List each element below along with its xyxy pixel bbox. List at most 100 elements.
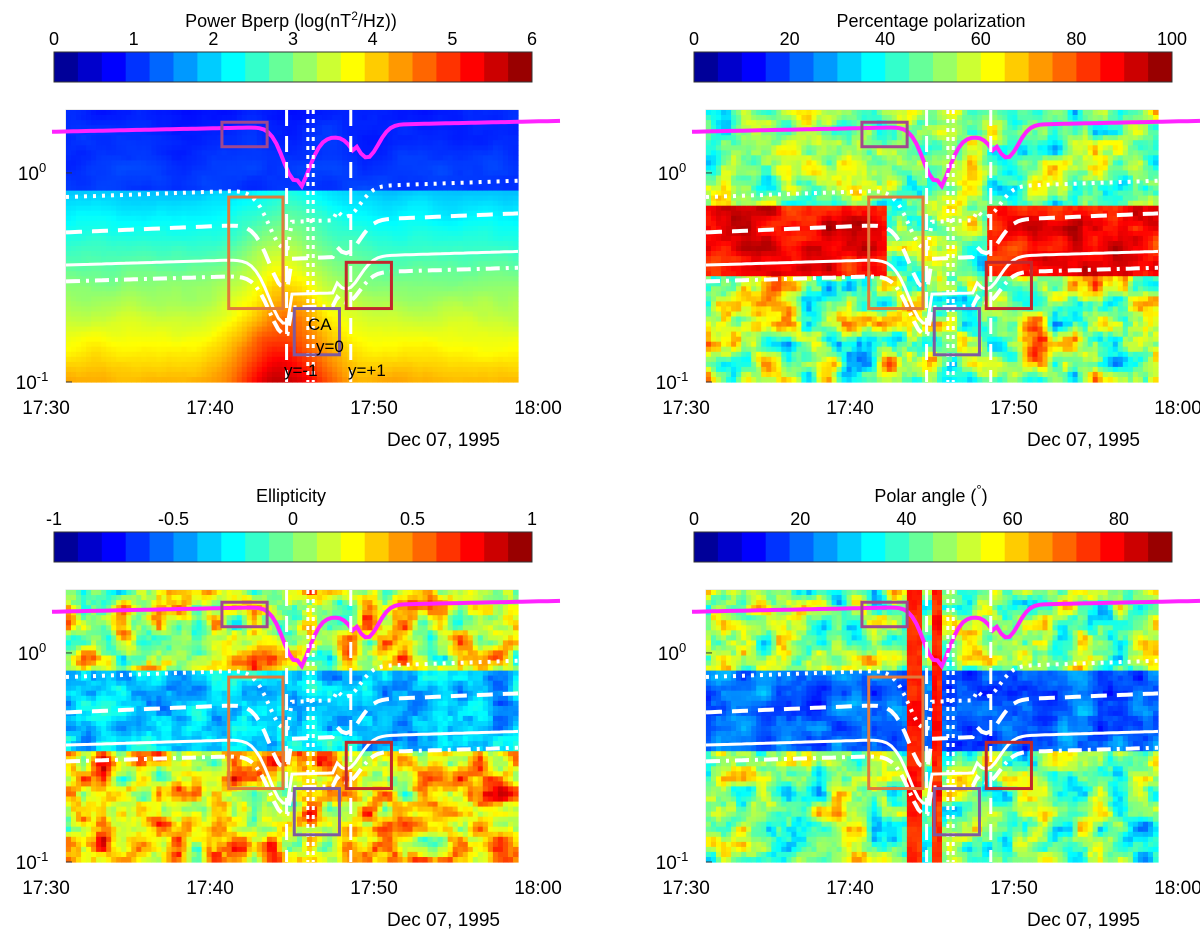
heat-cell bbox=[502, 195, 509, 202]
heat-cell bbox=[377, 235, 383, 242]
heat-cell bbox=[166, 190, 172, 197]
heat-cell bbox=[367, 311, 373, 318]
heat-cell bbox=[472, 281, 479, 287]
heat-cell bbox=[186, 286, 193, 292]
heat-cell bbox=[151, 366, 157, 373]
heat-cell bbox=[302, 246, 308, 252]
heat-cell bbox=[347, 256, 353, 262]
heat-cell bbox=[292, 145, 298, 151]
heat-cell bbox=[397, 145, 404, 151]
heat-cell bbox=[191, 326, 198, 333]
heat-cell bbox=[327, 120, 333, 126]
heat-cell bbox=[181, 210, 188, 217]
heat-cell bbox=[226, 190, 233, 197]
heat-cell bbox=[96, 185, 102, 192]
heat-cell bbox=[352, 170, 358, 176]
heat-cell bbox=[71, 165, 77, 171]
heat-cell bbox=[487, 261, 494, 267]
heat-cell bbox=[76, 155, 82, 161]
heat-cell bbox=[91, 235, 97, 242]
heat-cell bbox=[166, 296, 172, 302]
heat-cell bbox=[377, 130, 383, 136]
heat-cell bbox=[236, 110, 243, 116]
heat-cell bbox=[382, 276, 388, 282]
heat-cell bbox=[497, 246, 504, 252]
heat-cell bbox=[287, 165, 293, 171]
heat-cell bbox=[141, 256, 147, 262]
heat-cell bbox=[427, 336, 434, 343]
heat-cell bbox=[367, 230, 373, 237]
heat-cell bbox=[111, 150, 117, 156]
heat-cell bbox=[236, 361, 243, 368]
heat-cell bbox=[508, 356, 514, 363]
heat-cell bbox=[191, 366, 198, 373]
heat-cell bbox=[151, 371, 157, 378]
heat-cell bbox=[513, 281, 519, 287]
heat-cell bbox=[387, 145, 393, 151]
heat-cell bbox=[492, 190, 499, 197]
heat-cell bbox=[131, 170, 137, 176]
heat-cell bbox=[312, 185, 318, 192]
heat-cell bbox=[327, 286, 333, 292]
heat-cell bbox=[292, 377, 298, 383]
heat-cell bbox=[508, 281, 514, 287]
heat-cell bbox=[417, 170, 424, 176]
heat-cell bbox=[256, 241, 263, 247]
heat-cell bbox=[342, 336, 348, 343]
heat-cell bbox=[71, 341, 77, 348]
heat-cell bbox=[382, 256, 388, 262]
heat-cell bbox=[126, 135, 132, 141]
heat-cell bbox=[342, 125, 348, 131]
heat-cell bbox=[226, 165, 233, 171]
heat-cell bbox=[452, 346, 459, 353]
heat-cell bbox=[91, 195, 97, 202]
heat-cell bbox=[497, 281, 504, 287]
heat-cell bbox=[307, 150, 313, 156]
heat-cell bbox=[292, 170, 298, 176]
heat-cell bbox=[302, 230, 308, 237]
heat-cell bbox=[382, 175, 388, 182]
heat-cell bbox=[497, 316, 504, 323]
heat-cell bbox=[477, 371, 484, 378]
heat-cell bbox=[437, 230, 444, 237]
heat-cell bbox=[261, 205, 268, 212]
heat-cell bbox=[146, 371, 152, 378]
heat-cell bbox=[457, 165, 464, 171]
heat-cell bbox=[181, 346, 188, 353]
heat-cell bbox=[297, 220, 303, 227]
heat-cell bbox=[106, 331, 112, 338]
heat-cell bbox=[216, 115, 223, 121]
heat-cell bbox=[131, 271, 137, 277]
heat-cell bbox=[246, 210, 253, 217]
heat-cell bbox=[487, 377, 494, 383]
heat-cell bbox=[442, 160, 449, 166]
heat-cell bbox=[287, 155, 293, 161]
heat-cell bbox=[367, 286, 373, 292]
heat-cell bbox=[467, 155, 474, 161]
heat-cell bbox=[362, 235, 368, 242]
heat-cell bbox=[171, 331, 178, 338]
heat-cell bbox=[513, 306, 519, 312]
heat-cell bbox=[141, 331, 147, 338]
heat-cell bbox=[332, 130, 338, 136]
heat-cell bbox=[181, 230, 188, 237]
heat-cell bbox=[271, 220, 278, 227]
heat-cell bbox=[246, 326, 253, 333]
heat-cell bbox=[256, 185, 263, 192]
heat-cell bbox=[266, 115, 273, 121]
heat-cell bbox=[387, 225, 393, 232]
heat-cell bbox=[382, 281, 388, 287]
heat-cell bbox=[201, 377, 208, 383]
heat-cell bbox=[216, 150, 223, 156]
heat-cell bbox=[166, 351, 172, 358]
heat-cell bbox=[86, 286, 92, 292]
heat-cell bbox=[66, 356, 72, 363]
heat-cell bbox=[437, 180, 444, 187]
heat-cell bbox=[447, 241, 454, 247]
heat-cell bbox=[407, 301, 414, 307]
heat-cell bbox=[307, 377, 313, 383]
heat-cell bbox=[111, 230, 117, 237]
heat-cell bbox=[508, 230, 514, 237]
heat-cell bbox=[71, 271, 77, 277]
heat-cell bbox=[432, 115, 439, 121]
